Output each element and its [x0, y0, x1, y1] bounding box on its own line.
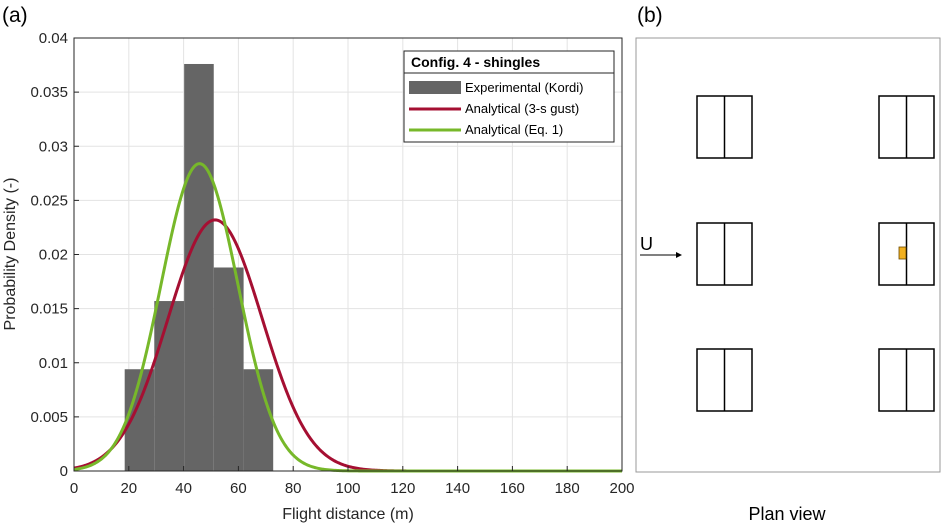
x-tick-label: 0: [70, 480, 78, 497]
x-tick-label: 20: [120, 480, 137, 497]
histogram-bars: [124, 63, 274, 471]
building-top-left: [696, 95, 753, 159]
x-tick-label: 100: [335, 480, 360, 497]
x-tick-label: 140: [445, 480, 470, 497]
y-tick-label: 0.02: [39, 247, 68, 264]
wind-direction-arrow: [640, 252, 682, 258]
building-bottom-right: [878, 348, 935, 412]
legend-swatch-experimental: [409, 81, 461, 94]
legend-entry-experimental: Experimental (Kordi): [465, 80, 584, 95]
legend: Config. 4 - shingles Experimental (Kordi…: [403, 50, 615, 143]
y-tick-label: 0.015: [30, 301, 68, 318]
x-axis-label: Flight distance (m): [282, 506, 414, 523]
y-tick-label: 0.03: [39, 138, 68, 155]
x-tick-label: 120: [390, 480, 415, 497]
panel-b-label: (b): [637, 4, 663, 27]
plan-view-frame: [635, 37, 941, 473]
legend-title: Config. 4 - shingles: [411, 54, 540, 70]
y-axis-ticks: 0 0.005 0.01 0.015 0.02 0.025 0.03 0.035 0.04: [30, 30, 79, 480]
building-bottom-left: [696, 348, 753, 412]
y-tick-label: 0.01: [39, 355, 68, 372]
histogram-bar: [243, 369, 274, 471]
legend-entry-eq1: Analytical (Eq. 1): [465, 122, 563, 137]
histogram-bar: [154, 301, 185, 471]
histogram-bar: [213, 267, 244, 471]
debris-source-marker: [898, 246, 907, 260]
y-tick-label: 0: [60, 463, 68, 480]
wind-label: U: [640, 234, 653, 254]
panel-a-label: (a): [2, 4, 28, 27]
x-tick-label: 160: [500, 480, 525, 497]
x-tick-label: 40: [175, 480, 192, 497]
legend-box: [403, 50, 615, 143]
y-tick-label: 0.025: [30, 192, 68, 209]
x-tick-label: 180: [555, 480, 580, 497]
legend-entry-3s-gust: Analytical (3-s gust): [465, 101, 579, 116]
plan-view-panel: U Plan view: [635, 37, 941, 524]
x-axis-ticks: 0 20 40 60 80 100 120 140 160 180 200: [70, 466, 635, 497]
y-tick-label: 0.04: [39, 30, 68, 47]
histogram-chart: 0 20 40 60 80 100 120 140 160 180 200 0 0.005 0.01 0.…: [2, 30, 635, 523]
y-axis-label: Probability Density (-): [2, 178, 19, 331]
building-top-right: [878, 95, 935, 159]
x-tick-label: 80: [285, 480, 302, 497]
y-tick-label: 0.005: [30, 409, 68, 426]
building-middle-right: [878, 222, 935, 286]
x-tick-label: 60: [230, 480, 247, 497]
x-tick-label: 200: [609, 480, 634, 497]
histogram-bar: [184, 63, 214, 471]
y-tick-label: 0.035: [30, 84, 68, 101]
building-middle-left: [696, 222, 753, 286]
plan-view-caption: Plan view: [748, 504, 826, 524]
